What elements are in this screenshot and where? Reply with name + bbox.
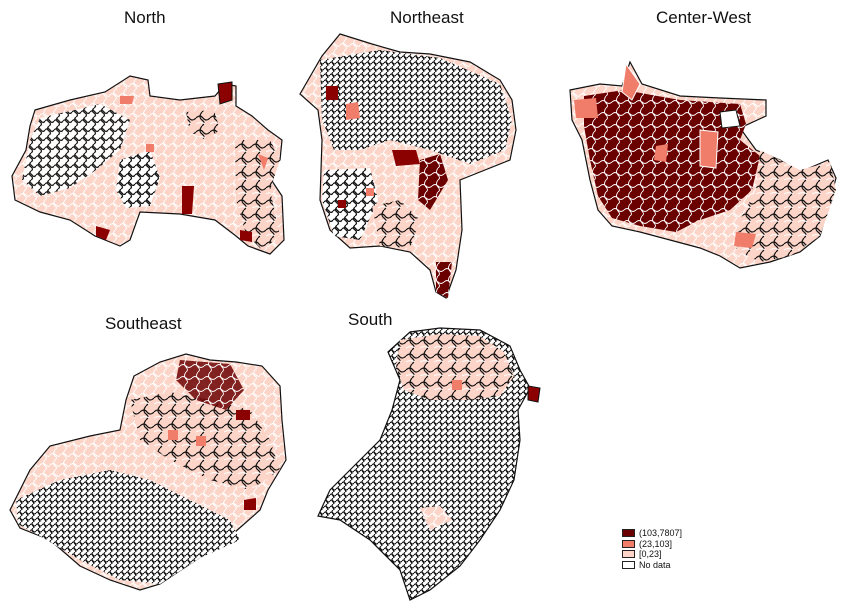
legend-swatch-mid (622, 539, 635, 548)
legend-item: [0,23] (622, 549, 682, 560)
map-south (317, 327, 541, 601)
legend-label: (23,103] (639, 538, 673, 549)
legend-swatch-low (622, 550, 635, 559)
panel-title-northeast: Northeast (390, 8, 464, 27)
panel-title-centerwest: Center-West (656, 8, 752, 27)
map-centerwest (569, 60, 837, 269)
legend-label: (103,7807] (639, 528, 683, 539)
legend-item: No data (622, 560, 682, 571)
map-north (11, 75, 285, 255)
legend-item: (103,7807] (622, 528, 682, 539)
map-southeast (9, 353, 287, 591)
panel-title-southeast: Southeast (105, 314, 182, 333)
legend-label: No data (639, 559, 671, 570)
legend-label: [0,23] (639, 549, 662, 560)
legend-swatch-high (622, 529, 635, 538)
map-northeast (299, 33, 517, 299)
legend-swatch-nodata (622, 560, 635, 569)
legend: (103,7807] (23,103] [0,23] No data (622, 528, 682, 570)
panel-title-north: North (124, 8, 166, 27)
legend-item: (23,103] (622, 539, 682, 550)
panel-title-south: South (348, 310, 393, 329)
